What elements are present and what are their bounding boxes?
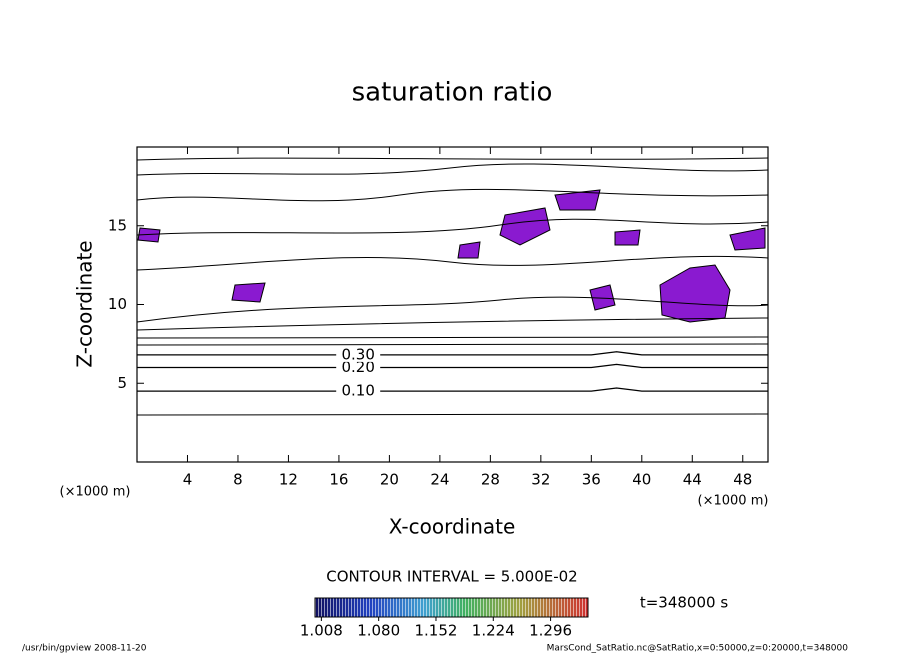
- contour-label: 0.10: [341, 382, 374, 400]
- x-tick-label: 8: [233, 471, 243, 489]
- x-unit-right: (×1000 m): [698, 494, 769, 509]
- contour-interval: CONTOUR INTERVAL = 5.000E-02: [326, 568, 577, 586]
- colorbar-tick-label: 1.296: [529, 622, 572, 640]
- contour-line: [137, 351, 768, 356]
- contour-label-bg: [336, 347, 381, 362]
- x-tick-label: 20: [380, 471, 399, 489]
- x-tick-label: 32: [531, 471, 550, 489]
- y-axis-title: Z-coordinate: [73, 240, 97, 367]
- supersaturated-regions: [137, 189, 766, 323]
- y-tick-label: 10: [108, 295, 127, 313]
- colorbar-tick-label: 1.152: [415, 622, 458, 640]
- colorbar-tick-label: 1.008: [300, 622, 343, 640]
- y-tick-label: 15: [108, 216, 127, 234]
- x-tick-label: 28: [481, 471, 500, 489]
- x-tick-label: 48: [733, 471, 752, 489]
- contour-label: 0.20: [341, 358, 374, 376]
- footer-right: MarsCond_SatRatio.nc@SatRatio,x=0:50000,…: [547, 644, 849, 654]
- x-tick-label: 12: [279, 471, 298, 489]
- x-tick-label: 4: [183, 471, 193, 489]
- x-axis-title: X-coordinate: [389, 515, 516, 539]
- x-tick-label: 44: [683, 471, 702, 489]
- colorbar-tick-label: 1.224: [472, 622, 515, 640]
- contour-label-bg: [336, 360, 381, 375]
- colorbar-tick-label: 1.080: [357, 622, 400, 640]
- colorbar-stripes: [314, 597, 589, 618]
- contour-label-bg: [336, 384, 381, 399]
- x-tick-label: 40: [632, 471, 651, 489]
- time-label: t=348000 s: [640, 594, 728, 612]
- contour-line: [137, 387, 768, 392]
- x-tick-label: 16: [329, 471, 348, 489]
- x-unit-left: (×1000 m): [60, 485, 131, 500]
- contour-line: [137, 363, 768, 369]
- chart-title: saturation ratio: [352, 78, 553, 108]
- x-tick-label: 24: [430, 471, 449, 489]
- contour-label: 0.30: [341, 345, 374, 363]
- x-tick-label: 36: [582, 471, 601, 489]
- footer-left: /usr/bin/gpview 2008-11-20: [22, 644, 147, 654]
- y-tick-label: 5: [117, 374, 127, 392]
